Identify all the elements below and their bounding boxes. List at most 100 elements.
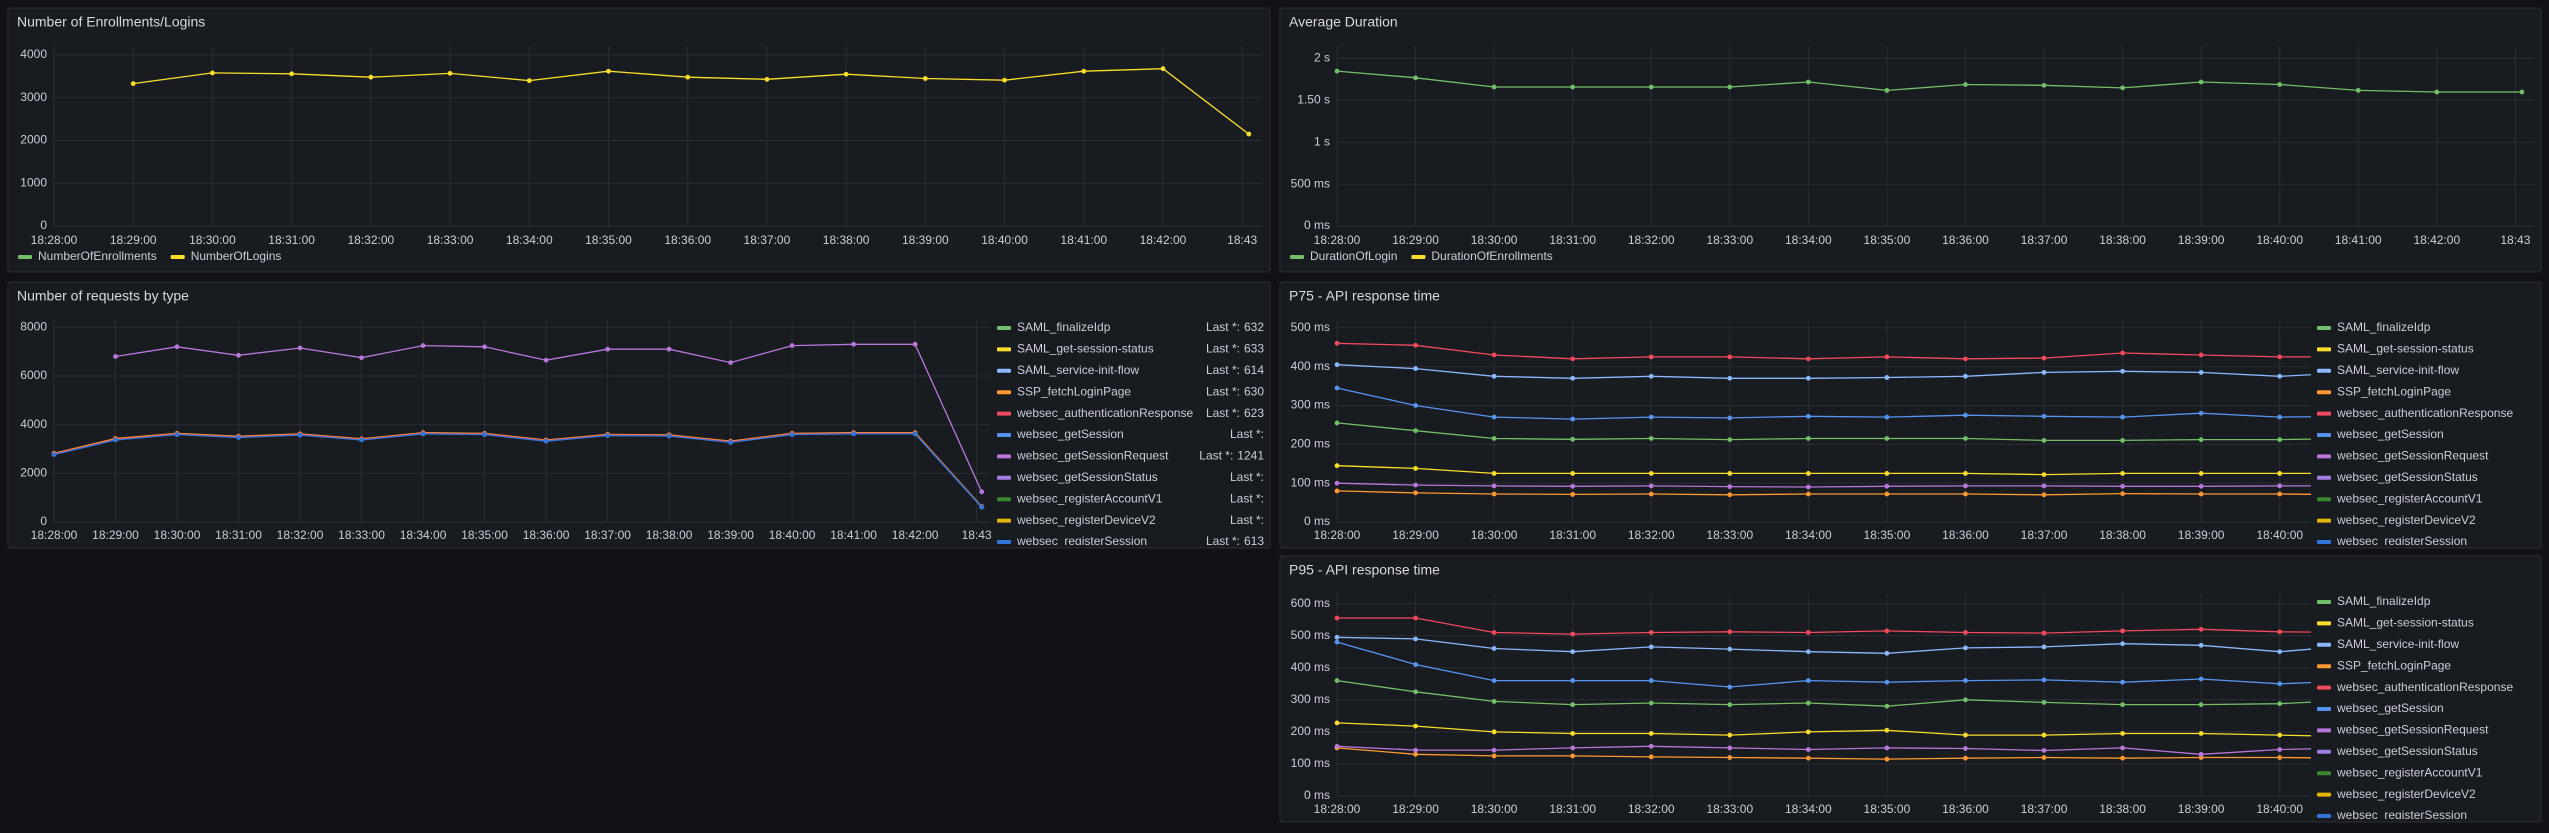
legend-label: websec_registerDeviceV2 — [2336, 787, 2476, 801]
x-tick-label: 18:32:00 — [277, 528, 324, 542]
data-point — [2120, 731, 2125, 736]
x-tick-label: 18:42:00 — [2413, 233, 2460, 247]
data-point — [2041, 755, 2047, 760]
legend-last-value: 632 — [1244, 320, 1264, 334]
legend-label: SAML_service-init-flow — [2337, 637, 2459, 651]
legend-stat-label: Last *: — [1230, 470, 1264, 484]
data-point — [912, 431, 918, 437]
data-point — [210, 70, 215, 76]
y-tick-label: 500 ms — [1291, 320, 1330, 334]
data-point — [1570, 84, 1576, 90]
y-tick-label: 2000 — [20, 465, 47, 479]
data-point — [1648, 491, 1654, 497]
legend-label: DurationOfLogin — [1310, 249, 1397, 263]
legend-swatch — [2317, 433, 2331, 437]
legend-swatch — [2317, 497, 2331, 502]
data-point — [2198, 471, 2204, 476]
data-point — [289, 71, 295, 77]
data-point — [2120, 628, 2125, 634]
legend-label: websec_getSessionRequest — [1016, 449, 1169, 463]
x-tick-label: 18:37:00 — [584, 528, 631, 542]
y-tick-label: 0 ms — [1304, 514, 1330, 528]
data-point — [1648, 644, 1654, 650]
panel — [1279, 555, 2542, 823]
data-point — [728, 440, 733, 445]
y-tick-label: 1.50 s — [1297, 93, 1330, 107]
data-point — [2198, 437, 2204, 443]
y-tick-label: 8000 — [20, 319, 47, 333]
x-tick-label: 18:40:00 — [2256, 528, 2303, 542]
y-tick-label: 100 ms — [1291, 475, 1330, 489]
legend-label: websec_getSession — [2336, 427, 2444, 441]
data-point — [1963, 356, 1968, 362]
x-tick-label: 18:31:00 — [1549, 802, 1596, 816]
data-point — [113, 437, 118, 443]
y-tick-label: 2 s — [1314, 51, 1330, 65]
data-point — [1570, 753, 1576, 759]
data-point — [420, 431, 426, 437]
data-point — [1727, 492, 1733, 498]
data-point — [1648, 436, 1654, 441]
data-point — [1884, 436, 1890, 441]
data-point — [1491, 678, 1497, 683]
data-point — [1963, 630, 1968, 635]
x-tick-label: 18:39:00 — [2178, 528, 2225, 542]
data-point — [1491, 84, 1497, 90]
data-point — [1413, 75, 1418, 81]
legend-label: SAML_finalizeIdp — [2337, 320, 2431, 334]
data-point — [1884, 756, 1890, 762]
legend-last-value: 613 — [1244, 534, 1264, 548]
data-point — [1648, 630, 1654, 635]
series-line — [53, 432, 983, 508]
x-tick-label: 18:29:00 — [1392, 233, 1439, 247]
legend-swatch — [997, 497, 1011, 502]
legend-label: SAML_finalizeIdp — [2337, 594, 2431, 608]
x-tick-label: 18:42:00 — [892, 528, 939, 542]
data-point — [1805, 630, 1811, 635]
data-point — [1884, 679, 1890, 685]
legend-label: websec_registerSession — [2336, 534, 2467, 548]
data-point — [1727, 437, 1733, 443]
legend-label: websec_registerDeviceV2 — [2336, 513, 2476, 527]
x-tick-label: 18:40:00 — [2256, 802, 2303, 816]
legend-swatch — [997, 475, 1011, 480]
data-point — [979, 489, 985, 495]
legend-label: websec_getSessionRequest — [2336, 723, 2489, 737]
data-point — [2041, 438, 2047, 443]
data-point — [1727, 732, 1733, 738]
data-point — [1648, 414, 1654, 420]
legend-swatch — [2317, 390, 2331, 395]
data-point — [1648, 471, 1654, 476]
legend-stat-label: Last *: — [1230, 491, 1264, 505]
data-point — [666, 433, 672, 439]
legend-swatch — [997, 518, 1011, 523]
x-tick-label: 18:37:00 — [2021, 233, 2068, 247]
data-point — [447, 70, 453, 76]
data-point — [1805, 356, 1811, 362]
data-point — [1963, 678, 1968, 683]
data-point — [2198, 731, 2204, 736]
y-tick-label: 400 ms — [1291, 359, 1330, 373]
data-point — [1884, 491, 1890, 497]
legend-background — [991, 316, 1264, 545]
y-tick-label: 400 ms — [1291, 660, 1330, 674]
data-point — [51, 452, 57, 457]
x-tick-label: 18:32:00 — [347, 233, 394, 247]
data-point — [1413, 490, 1418, 496]
x-tick-label: 18:36:00 — [1942, 528, 1989, 542]
legend-stat-label: Last *: — [1206, 384, 1240, 398]
legend-label: NumberOfEnrollments — [38, 249, 157, 263]
x-tick-label: 18:33:00 — [1706, 802, 1753, 816]
data-point — [1413, 342, 1418, 348]
data-point — [2120, 745, 2125, 751]
x-tick-label: 18:43 — [962, 528, 992, 542]
y-tick-label: 3000 — [20, 90, 47, 104]
data-point — [297, 432, 303, 438]
data-point — [1570, 375, 1576, 381]
data-point — [359, 437, 364, 443]
x-tick-label: 18:35:00 — [585, 233, 632, 247]
x-tick-label: 18:35:00 — [1864, 233, 1911, 247]
data-point — [1963, 645, 1968, 651]
legend-label: websec_registerSession — [1016, 534, 1147, 548]
x-tick-label: 18:40:00 — [769, 528, 816, 542]
